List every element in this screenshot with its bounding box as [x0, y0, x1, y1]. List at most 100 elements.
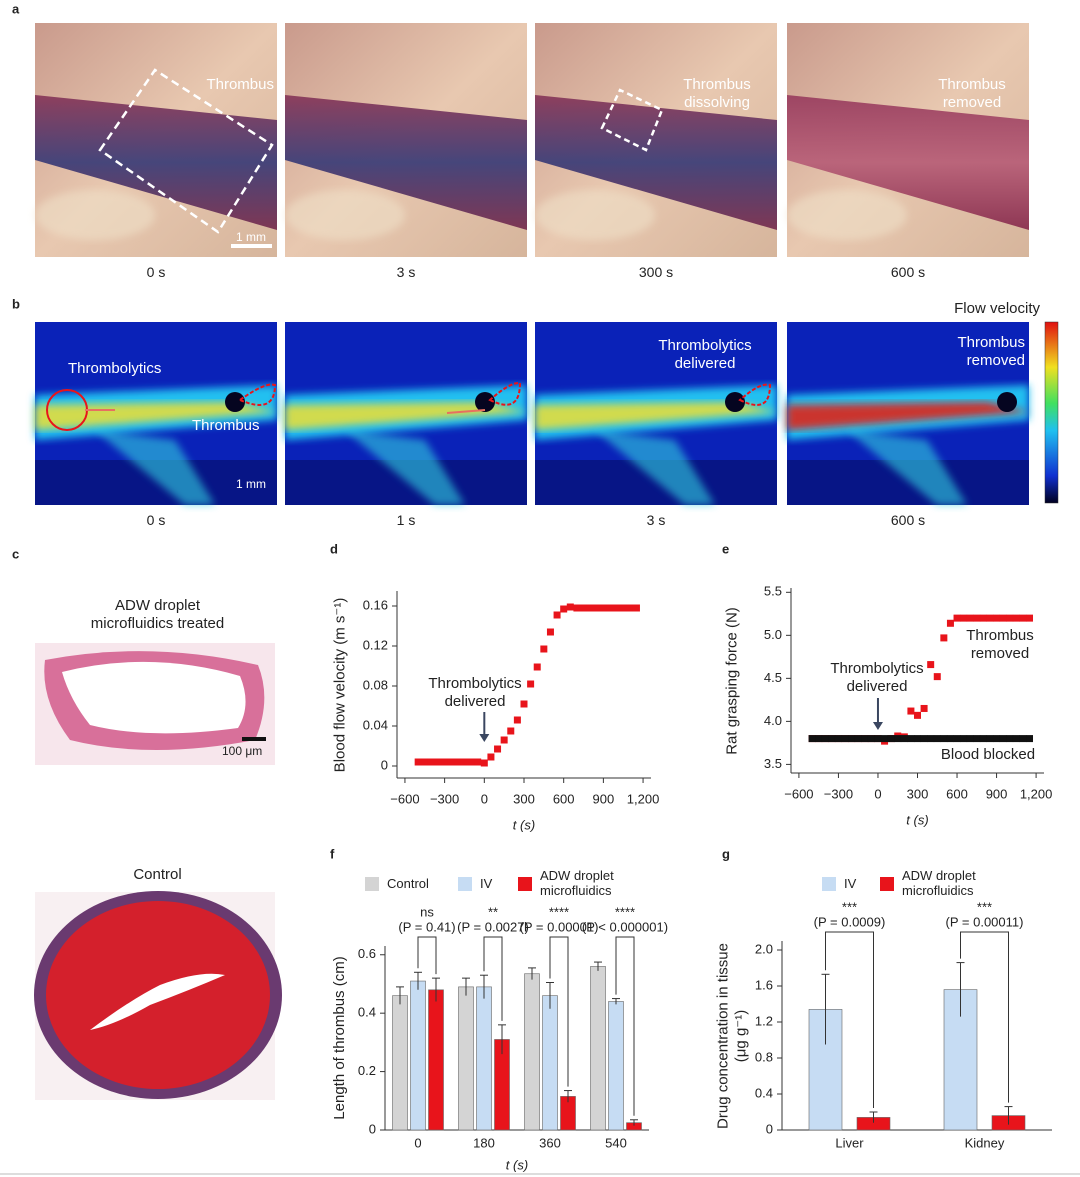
y-tick-label: 0.16: [363, 597, 388, 612]
y-tick-label: 0.4: [755, 1085, 773, 1100]
legend-swatch: [880, 877, 894, 891]
data-point: [993, 735, 1001, 743]
arrow-head: [872, 722, 883, 730]
data-point: [966, 735, 974, 743]
data-point: [808, 735, 816, 743]
lumen: [62, 661, 246, 734]
data-point: [586, 604, 594, 612]
x-tick-label: 1,200: [1020, 786, 1053, 801]
photo: [285, 23, 527, 257]
data-point: [546, 628, 554, 636]
data-point: [632, 604, 640, 612]
data-point: [834, 735, 842, 743]
data-point: [520, 700, 528, 708]
legend-swatch: [365, 877, 379, 891]
y-tick-label: 0.12: [363, 637, 388, 652]
legend-label: IV: [480, 876, 493, 891]
data-point: [960, 735, 968, 743]
x-tick-label: −300: [824, 786, 853, 801]
annotation: Thrombolytics delivered: [428, 675, 522, 710]
data-point: [993, 614, 1001, 622]
data-point: [848, 735, 856, 743]
significance-label: ***: [977, 899, 992, 914]
data-point: [920, 735, 928, 743]
legend-swatch: [822, 877, 836, 891]
bar: [428, 989, 444, 1131]
annotation: Thrombolytics delivered: [658, 337, 752, 372]
data-point: [966, 614, 974, 622]
y-axis-label: Drug concentration in tissue (μg g⁻¹): [714, 942, 749, 1129]
x-tick-label: 300: [907, 786, 929, 801]
data-point: [1006, 614, 1014, 622]
scale-bar: [242, 737, 266, 741]
p-value: (P = 0.41): [398, 919, 455, 934]
y-tick-label: 5.0: [764, 627, 782, 642]
lumen-crack: [90, 973, 225, 1030]
data-point: [973, 735, 981, 743]
thrombus-outline: [488, 381, 522, 406]
y-tick-label: 4.0: [764, 713, 782, 728]
bar: [458, 986, 474, 1131]
data-point: [533, 663, 541, 671]
data-point: [927, 735, 935, 743]
data-point: [500, 736, 508, 744]
x-tick-label: 1,200: [627, 791, 660, 806]
data-point: [973, 614, 981, 622]
annotation: Thrombus removed: [938, 76, 1006, 111]
x-tick-label: 540: [605, 1135, 627, 1150]
data-point: [914, 735, 921, 743]
data-point: [460, 758, 468, 766]
thrombus-outline: [237, 383, 277, 406]
data-point: [854, 735, 862, 743]
data-point: [953, 735, 961, 743]
flow-streak: [787, 402, 1029, 430]
data-point: [907, 735, 915, 743]
arrow-head: [479, 734, 490, 742]
panel-label: b: [12, 296, 20, 311]
x-axis-label: t (s): [513, 817, 535, 832]
y-tick-label: 5.5: [764, 584, 782, 599]
data-point: [940, 634, 948, 642]
colorbar: [1044, 321, 1059, 504]
y-axis-label: Length of thrombus (cm): [331, 956, 348, 1120]
legend-label: ADW droplet microfluidics: [540, 868, 614, 898]
time-label: 600 s: [890, 264, 926, 280]
data-point: [867, 735, 875, 743]
data-point: [580, 604, 588, 612]
highlight: [35, 190, 155, 240]
data-point: [553, 611, 561, 619]
significance-label: ns: [420, 904, 434, 919]
data-point: [946, 619, 954, 627]
data-point: [626, 604, 634, 612]
data-point: [613, 604, 621, 612]
p-value: (P = 0.00011): [946, 914, 1024, 929]
annotation: Thrombus: [206, 76, 274, 93]
y-tick-label: 0.08: [363, 677, 388, 692]
data-point: [815, 735, 823, 743]
panel-label: d: [330, 541, 338, 556]
scale-bar-label: 1 mm: [236, 230, 266, 244]
caption: Control: [133, 866, 182, 883]
flow-streak: [285, 402, 527, 430]
bar: [542, 995, 558, 1131]
data-point: [593, 604, 601, 612]
panel-label: g: [722, 846, 730, 861]
flow-branch: [847, 430, 967, 505]
data-point: [933, 673, 941, 681]
flow-arrow: [446, 409, 486, 414]
panel-label: a: [12, 1, 20, 16]
annotation: Thrombus: [192, 417, 260, 434]
data-point: [1026, 614, 1034, 622]
thrombus-region: [725, 392, 745, 412]
data-point: [467, 758, 475, 766]
y-tick-label: 3.5: [764, 756, 782, 771]
data-point: [946, 735, 954, 743]
significance-bracket: [417, 936, 437, 975]
data-point: [414, 758, 422, 766]
photo: [535, 23, 777, 257]
data-point: [540, 645, 548, 653]
flow-streak: [535, 402, 777, 430]
time-label: 3 s: [646, 512, 666, 528]
bar: [590, 966, 606, 1131]
